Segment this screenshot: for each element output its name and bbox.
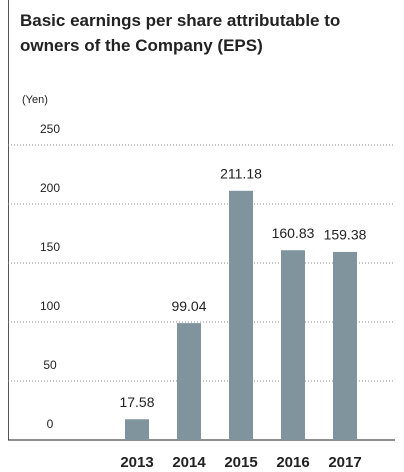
y-tick-label: 200: [40, 181, 60, 195]
value-label: 211.18: [220, 166, 262, 182]
x-tick-label: 2016: [276, 454, 309, 471]
value-label: 159.38: [324, 227, 367, 243]
value-label: 17.58: [119, 394, 154, 410]
bar: [333, 251, 357, 440]
value-label: 99.04: [171, 298, 206, 314]
y-tick-label: 250: [40, 122, 60, 136]
x-tick-label: 2014: [172, 454, 206, 471]
x-tick-label: 2017: [328, 454, 361, 471]
y-tick-label: 150: [40, 240, 60, 254]
x-tick-label: 2013: [120, 454, 153, 471]
bar: [229, 190, 253, 440]
x-tick-label: 2015: [224, 454, 257, 471]
y-tick-label: 0: [47, 417, 54, 431]
y-tick-label: 100: [40, 299, 60, 313]
bar: [177, 323, 201, 440]
y-tick-label: 50: [43, 358, 57, 372]
y-axis-label: (Yen): [22, 94, 48, 106]
value-label: 160.83: [272, 225, 315, 241]
chart-title: Basic earnings per share attributable to…: [20, 11, 341, 55]
bar: [281, 250, 305, 440]
bar: [125, 419, 149, 440]
